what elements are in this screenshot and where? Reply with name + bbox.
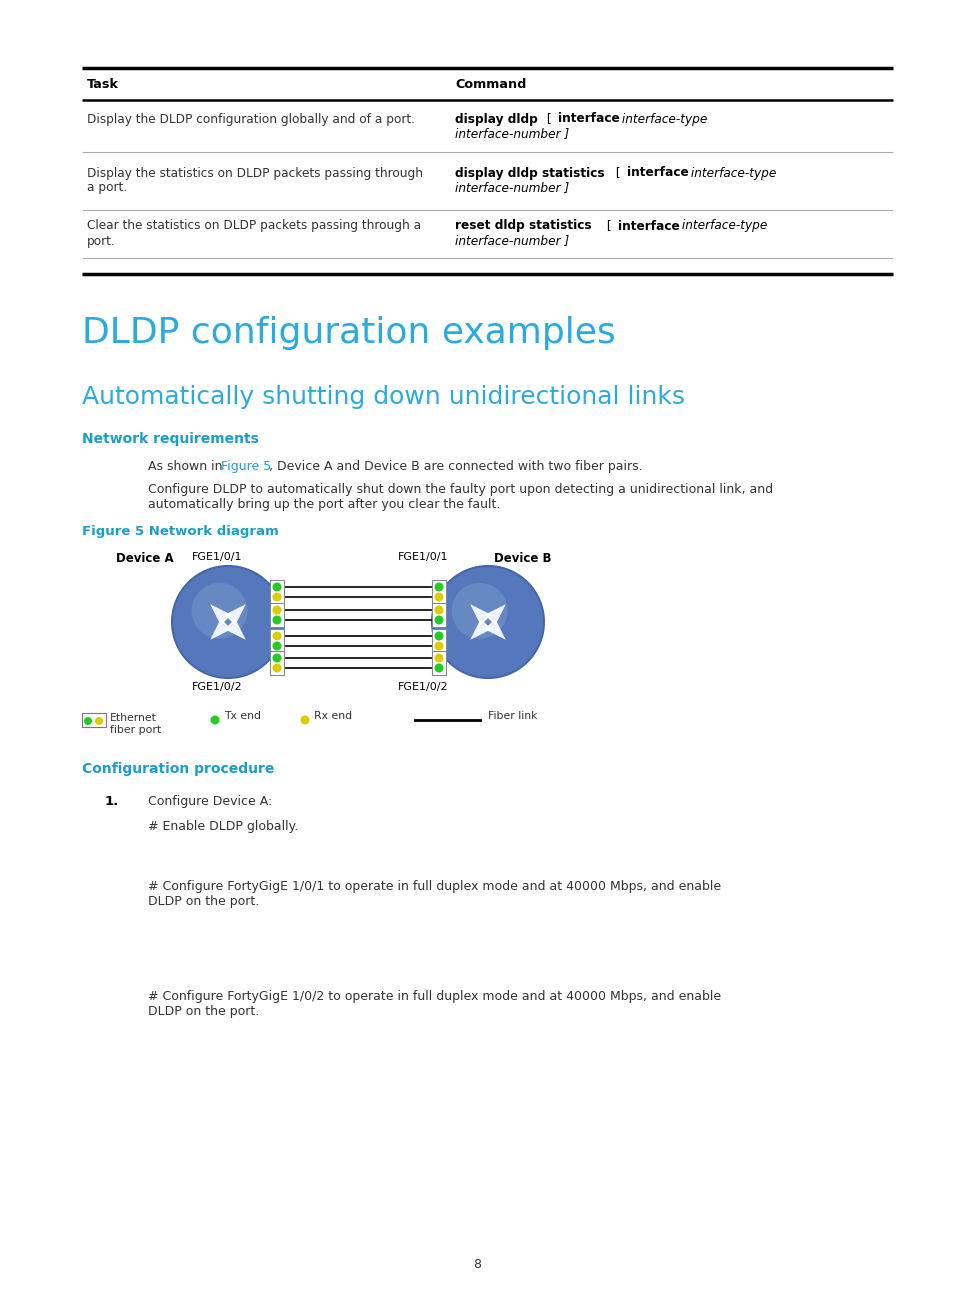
Text: interface: interface [558, 113, 619, 126]
Text: port.: port. [87, 235, 115, 248]
Text: interface-number ]: interface-number ] [455, 235, 569, 248]
Circle shape [84, 717, 91, 724]
Text: Fiber link: Fiber link [488, 712, 537, 721]
Text: Clear the statistics on DLDP packets passing through a: Clear the statistics on DLDP packets pas… [87, 219, 420, 232]
Text: Figure 5: Figure 5 [221, 460, 271, 473]
Text: Task: Task [87, 78, 119, 91]
Circle shape [273, 653, 281, 662]
Circle shape [434, 605, 443, 614]
Text: a port.: a port. [87, 181, 127, 194]
Circle shape [434, 642, 443, 651]
Text: 8: 8 [473, 1258, 480, 1271]
Text: interface: interface [626, 166, 688, 180]
Text: Display the statistics on DLDP packets passing through: Display the statistics on DLDP packets p… [87, 166, 422, 180]
Text: Device A: Device A [116, 552, 173, 565]
Text: FGE1/0/2: FGE1/0/2 [397, 682, 448, 692]
Circle shape [273, 642, 281, 651]
Text: 1.: 1. [105, 794, 119, 807]
Circle shape [95, 717, 103, 724]
Text: As shown in: As shown in [148, 460, 226, 473]
Circle shape [211, 715, 219, 724]
Circle shape [434, 616, 443, 625]
Circle shape [273, 592, 281, 601]
Circle shape [434, 664, 443, 673]
Text: FGE1/0/1: FGE1/0/1 [192, 552, 242, 562]
Text: Display the DLDP configuration globally and of a port.: Display the DLDP configuration globally … [87, 113, 415, 126]
Circle shape [273, 631, 281, 640]
Circle shape [273, 664, 281, 673]
Circle shape [434, 631, 443, 640]
Text: [: [ [602, 219, 615, 232]
Polygon shape [470, 621, 489, 640]
Text: FGE1/0/2: FGE1/0/2 [192, 682, 242, 692]
Bar [270, 629, 284, 653]
Text: [: [ [612, 166, 624, 180]
Text: interface-type: interface-type [618, 113, 706, 126]
Polygon shape [486, 621, 505, 640]
Text: Configure DLDP to automatically shut down the faulty port upon detecting a unidi: Configure DLDP to automatically shut dow… [148, 483, 772, 511]
Bar [270, 581, 284, 604]
Text: Configuration procedure: Configuration procedure [82, 762, 274, 776]
Text: # Configure FortyGigE 1/0/2 to operate in full duplex mode and at 40000 Mbps, an: # Configure FortyGigE 1/0/2 to operate i… [148, 990, 720, 1017]
Text: Figure 5 Network diagram: Figure 5 Network diagram [82, 525, 278, 538]
Bar [432, 603, 446, 627]
Text: Ethernet
fiber port: Ethernet fiber port [110, 713, 161, 735]
Text: Command: Command [455, 78, 526, 91]
Text: Rx end: Rx end [314, 712, 352, 721]
Text: reset dldp statistics: reset dldp statistics [455, 219, 591, 232]
Polygon shape [227, 621, 246, 640]
Circle shape [434, 592, 443, 601]
Text: interface-type: interface-type [678, 219, 766, 232]
Text: # Configure FortyGigE 1/0/1 to operate in full duplex mode and at 40000 Mbps, an: # Configure FortyGigE 1/0/1 to operate i… [148, 880, 720, 908]
Text: interface-number ]: interface-number ] [455, 127, 569, 140]
Text: Configure Device A:: Configure Device A: [148, 794, 272, 807]
Bar [432, 581, 446, 604]
Text: interface-number ]: interface-number ] [455, 181, 569, 194]
Text: display dldp: display dldp [455, 113, 537, 126]
Circle shape [451, 583, 507, 639]
Circle shape [434, 653, 443, 662]
Bar [270, 603, 284, 627]
Polygon shape [210, 621, 229, 640]
Bar [432, 629, 446, 653]
Text: [: [ [542, 113, 555, 126]
Circle shape [434, 582, 443, 591]
Circle shape [273, 605, 281, 614]
Polygon shape [486, 604, 505, 623]
Text: interface: interface [618, 219, 679, 232]
Circle shape [273, 582, 281, 591]
Polygon shape [470, 604, 489, 623]
Text: Tx end: Tx end [224, 712, 261, 721]
Circle shape [192, 583, 248, 639]
Text: Automatically shutting down unidirectional links: Automatically shutting down unidirection… [82, 385, 684, 410]
Bar [82, 713, 106, 727]
Polygon shape [227, 604, 246, 623]
Text: Device B: Device B [494, 552, 551, 565]
Text: display dldp statistics: display dldp statistics [455, 166, 604, 180]
Text: interface-type: interface-type [686, 166, 776, 180]
Polygon shape [210, 604, 229, 623]
Text: FGE1/0/1: FGE1/0/1 [397, 552, 448, 562]
Circle shape [432, 566, 543, 678]
Circle shape [300, 715, 309, 724]
Bar [432, 651, 446, 675]
Text: DLDP configuration examples: DLDP configuration examples [82, 316, 615, 350]
Text: Network requirements: Network requirements [82, 432, 258, 446]
Text: , Device A and Device B are connected with two fiber pairs.: , Device A and Device B are connected wi… [269, 460, 642, 473]
Circle shape [172, 566, 284, 678]
Circle shape [273, 616, 281, 625]
Bar [270, 651, 284, 675]
Text: # Enable DLDP globally.: # Enable DLDP globally. [148, 820, 298, 833]
